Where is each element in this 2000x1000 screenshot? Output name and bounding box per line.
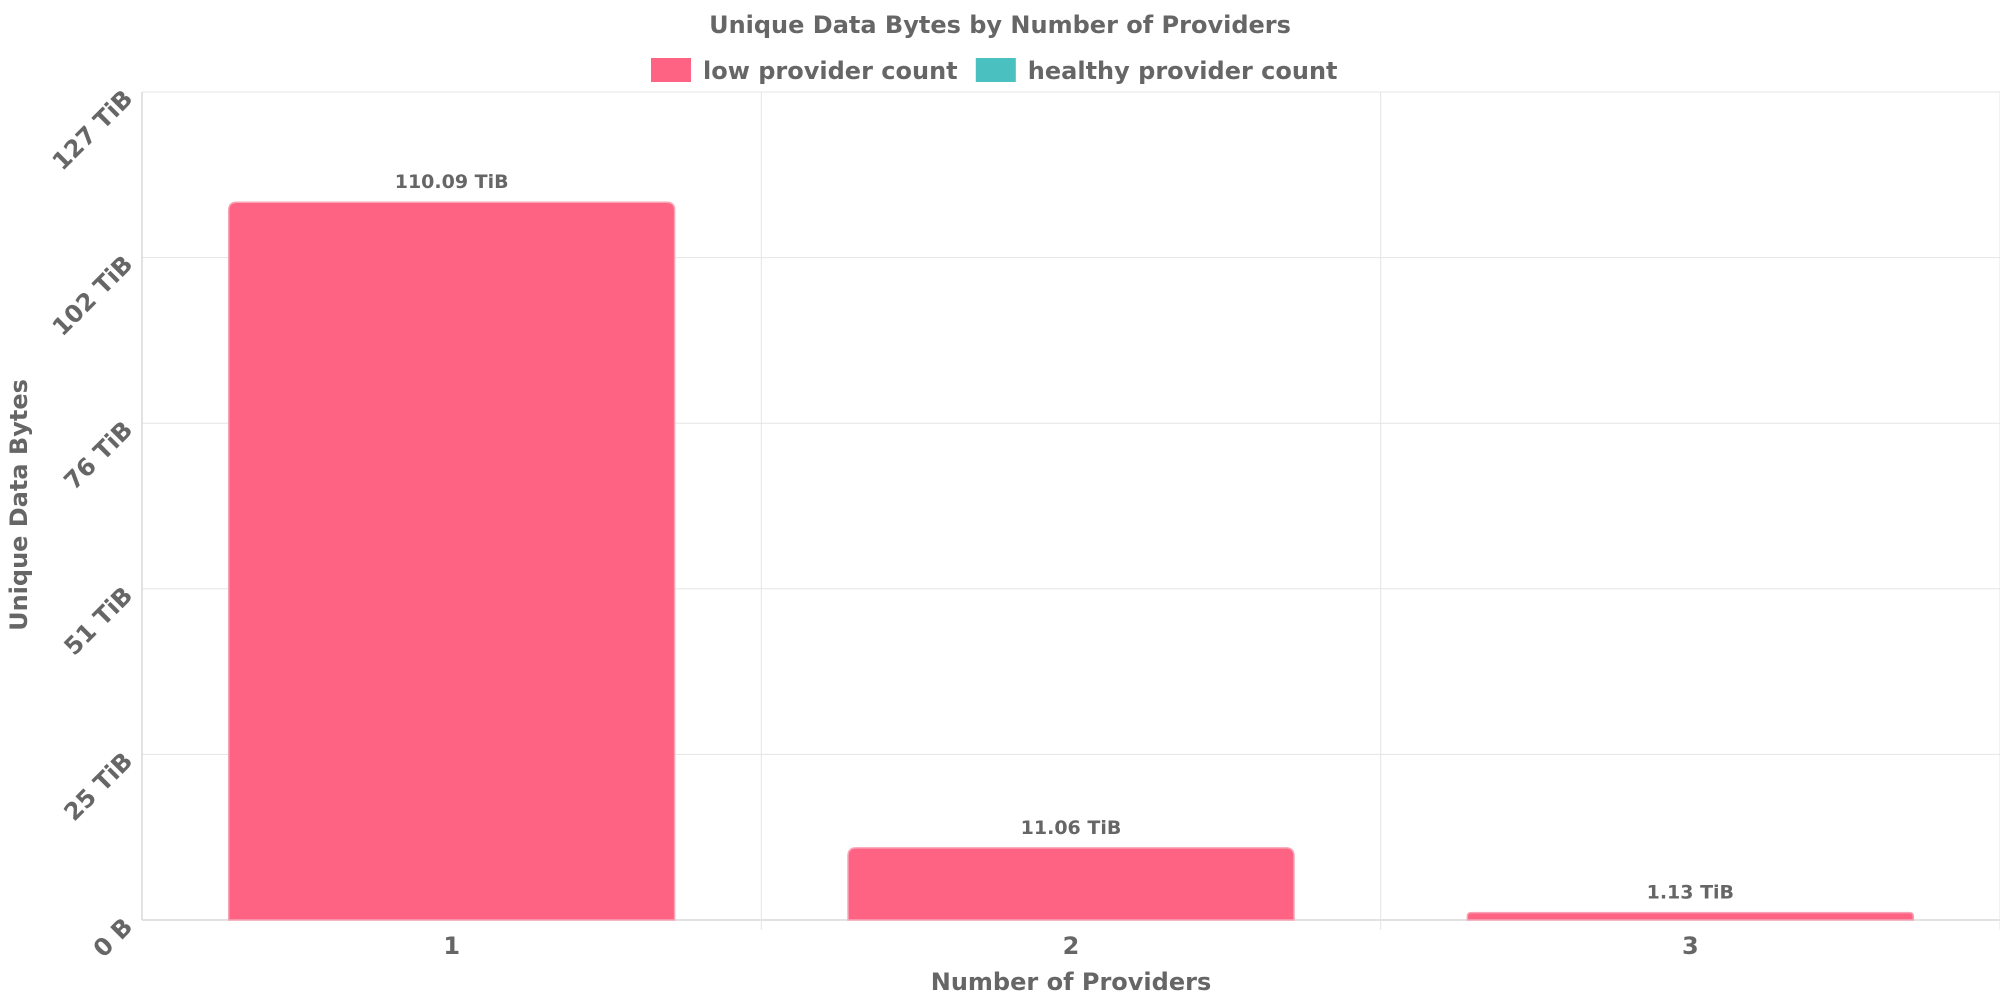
x-tick-label-3: 3 — [1682, 932, 1699, 960]
legend-swatch[interactable] — [975, 58, 1016, 82]
y-tick-label: 25 TiB — [59, 747, 139, 827]
y-tick-label: 127 TiB — [47, 84, 138, 175]
y-tick-label: 51 TiB — [59, 581, 139, 661]
bar-1[interactable] — [227, 201, 676, 921]
y-axis-ticks: 0 B 25 TiB 51 TiB 76 TiB 102 TiB 127 TiB — [47, 84, 138, 962]
y-tick-label: 102 TiB — [47, 250, 138, 341]
bar-2[interactable] — [847, 847, 1295, 921]
x-axis-ticks: 1 2 3 — [443, 932, 1698, 960]
legend-label[interactable]: low provider count — [703, 57, 958, 85]
data-label-2: 11.06 TiB — [1021, 817, 1122, 839]
x-tick-label-2: 2 — [1063, 932, 1080, 960]
y-tick-label: 76 TiB — [59, 416, 139, 496]
data-labels: 110.09 TiB 11.06 TiB 1.13 TiB — [395, 171, 1734, 903]
legend[interactable]: low provider count healthy provider count — [651, 57, 1338, 85]
chart-title: Unique Data Bytes by Number of Providers — [709, 11, 1291, 39]
y-axis-title: Unique Data Bytes — [5, 379, 33, 631]
legend-swatch[interactable] — [651, 58, 691, 82]
y-tick-label: 0 B — [88, 912, 138, 962]
x-axis-title: Number of Providers — [931, 968, 1211, 996]
legend-label[interactable]: healthy provider count — [1028, 57, 1338, 85]
data-label-1: 110.09 TiB — [395, 171, 509, 193]
x-tick-label-1: 1 — [443, 932, 460, 960]
bars — [227, 201, 1915, 921]
data-label-3: 1.13 TiB — [1647, 882, 1734, 904]
bar-3[interactable] — [1466, 911, 1915, 921]
